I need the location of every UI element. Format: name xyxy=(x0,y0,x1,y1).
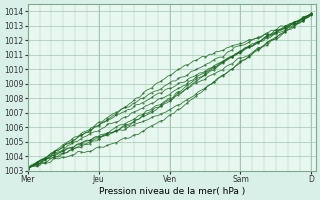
X-axis label: Pression niveau de la mer( hPa ): Pression niveau de la mer( hPa ) xyxy=(99,187,245,196)
